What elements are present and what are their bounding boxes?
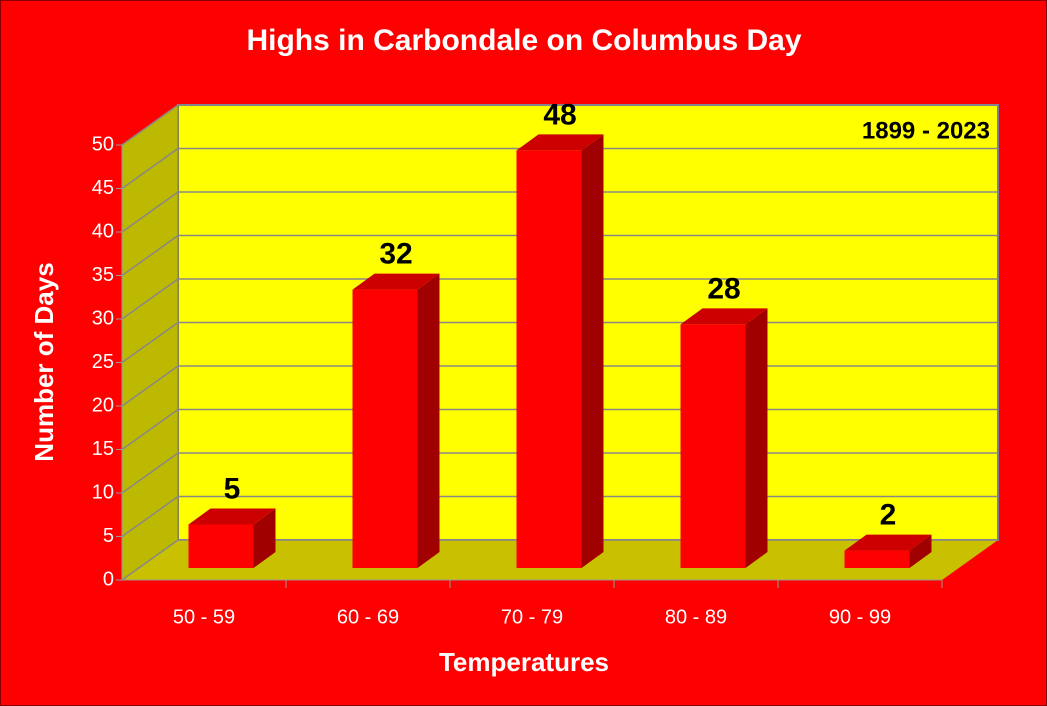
- y-axis-title: Number of Days: [29, 262, 59, 461]
- bar: [516, 150, 582, 568]
- bar-side: [253, 508, 276, 568]
- bar: [352, 289, 418, 568]
- x-tick-label: 70 - 79: [501, 606, 563, 628]
- bar: [844, 550, 910, 568]
- y-tick-label: 25: [92, 351, 114, 373]
- value-label: 5: [224, 472, 241, 505]
- y-tick-label: 15: [92, 438, 114, 460]
- value-label: 48: [543, 98, 576, 131]
- x-tick-label: 80 - 89: [665, 606, 727, 628]
- grid-line: [121, 321, 179, 364]
- grid-line: [121, 495, 179, 538]
- value-label: 32: [379, 238, 412, 271]
- bar-side: [909, 534, 932, 568]
- grid-line: [121, 147, 179, 190]
- y-tick-label: 30: [92, 307, 114, 329]
- grid-line: [121, 191, 179, 233]
- value-label: 28: [707, 272, 740, 305]
- y-tick-label: 45: [92, 177, 114, 199]
- y-tick-label: 0: [103, 568, 114, 590]
- x-axis-title: Temperatures: [439, 647, 609, 677]
- bar: [188, 524, 254, 568]
- bar-top: [352, 273, 440, 290]
- value-label: 2: [880, 499, 897, 532]
- y-tick-label: 5: [103, 525, 114, 547]
- x-tick-label: 60 - 69: [337, 606, 399, 628]
- bar-side: [581, 134, 604, 568]
- grid-line: [121, 452, 179, 494]
- bar-top: [680, 308, 768, 325]
- y-tick-label: 10: [92, 481, 114, 503]
- bar-top: [844, 534, 932, 551]
- y-tick-label: 50: [92, 133, 114, 155]
- y-tick-label: 20: [92, 394, 114, 416]
- y-tick-label: 40: [92, 220, 114, 242]
- grid-line: [121, 539, 179, 581]
- grid-line: [121, 278, 179, 320]
- annotation: 1899 - 2023: [862, 117, 990, 144]
- x-tick-label: 90 - 99: [829, 606, 891, 628]
- bar-top: [516, 134, 604, 151]
- chart-title: Highs in Carbondale on Columbus Day: [246, 24, 801, 57]
- bar-side: [417, 273, 440, 568]
- grid-line: [121, 104, 179, 146]
- bar-top: [188, 508, 276, 525]
- grid-line: [121, 234, 179, 277]
- y-tick-label: 35: [92, 264, 114, 286]
- x-tick-label: 50 - 59: [173, 606, 235, 628]
- bar: [680, 324, 746, 568]
- grid-line: [121, 408, 179, 451]
- bar-side: [745, 308, 768, 568]
- grid-line: [121, 365, 179, 407]
